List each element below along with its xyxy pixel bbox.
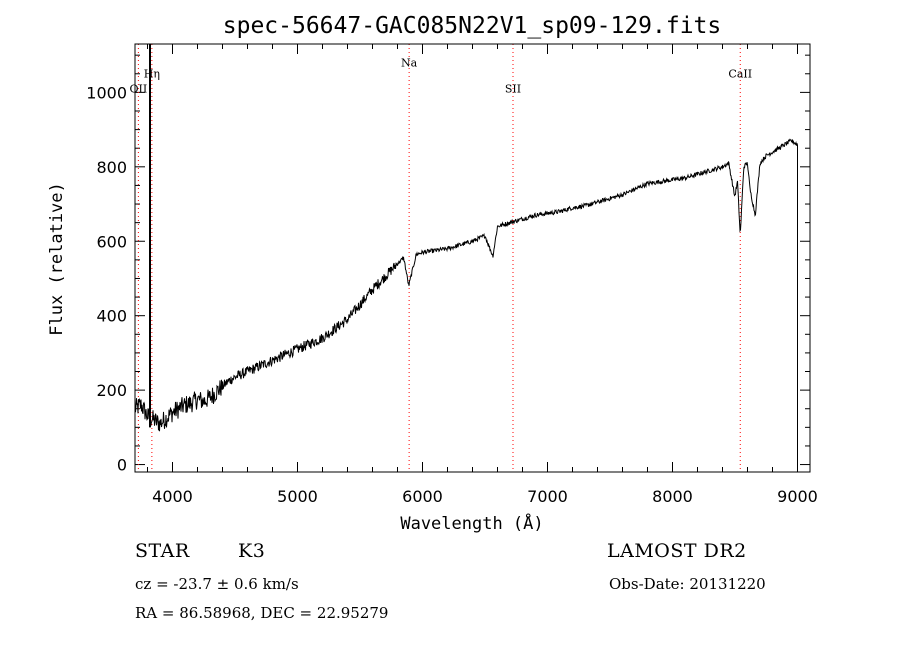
x-tick-label: 4000: [152, 487, 193, 506]
y-tick-label: 800: [96, 158, 127, 177]
plot-frame: [134, 43, 811, 473]
x-tick-label: 8000: [652, 487, 693, 506]
y-tick-label: 200: [96, 381, 127, 400]
spectral-line-label: Na: [401, 56, 418, 69]
y-axis-label: Flux (relative): [47, 182, 67, 336]
x-axis-label: Wavelength (Å): [400, 512, 543, 534]
spectral-line-label: SII: [505, 82, 521, 95]
spectral-line-label: Hη: [144, 67, 160, 80]
observation-date: Obs-Date: 20131220: [609, 575, 766, 593]
x-tick-label: 5000: [277, 487, 318, 506]
x-tick-label: 9000: [777, 487, 818, 506]
x-tick-label: 6000: [402, 487, 443, 506]
spectral-line-label: OII: [130, 82, 148, 95]
y-tick-label: 600: [96, 232, 127, 251]
y-tick-label: 400: [96, 307, 127, 326]
redshift-velocity: cz = -23.7 ± 0.6 km/s: [135, 575, 299, 593]
chart-title: spec-56647-GAC085N22V1_sp09-129.fits: [223, 13, 722, 39]
survey-name: LAMOST DR2: [607, 540, 747, 562]
spectral-line-label: CaII: [728, 67, 752, 80]
x-tick-label: 7000: [527, 487, 568, 506]
object-type: STAR: [135, 540, 190, 562]
object-subclass: K3: [238, 540, 266, 562]
y-tick-label: 1000: [86, 83, 127, 102]
spectrum-line: [134, 138, 798, 465]
y-tick-label: 0: [117, 456, 127, 475]
coordinates: RA = 86.58968, DEC = 22.95279: [135, 604, 389, 622]
